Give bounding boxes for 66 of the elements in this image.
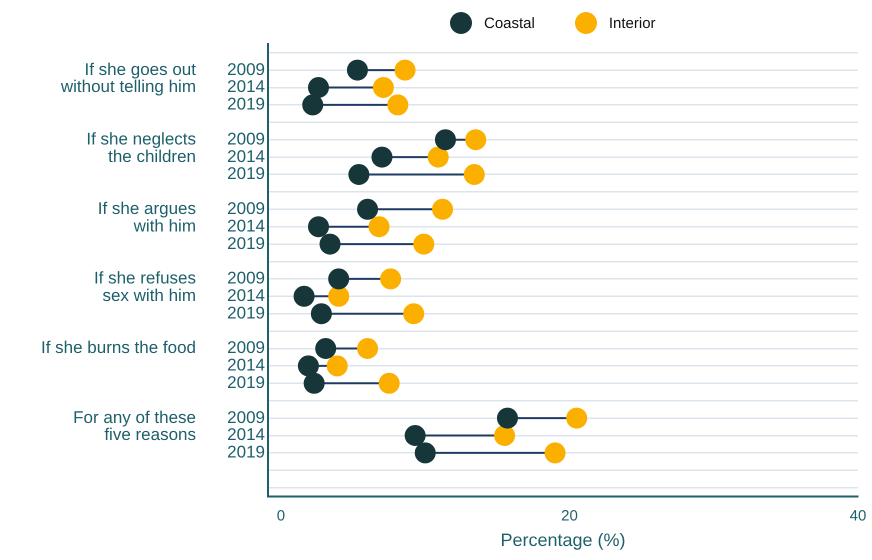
text: If she argues with him	[98, 198, 196, 236]
point	[328, 268, 350, 290]
y-tick-label: 2019	[227, 234, 265, 253]
text: If she refuses sex with him	[94, 268, 196, 305]
point	[294, 286, 315, 307]
point	[403, 303, 424, 324]
y-tick-label: 2009	[227, 268, 265, 288]
text: If she neglects the children	[86, 129, 196, 166]
y-tick-label: 2014	[227, 146, 265, 166]
x-tick-label: 20	[561, 508, 578, 525]
point	[394, 60, 416, 81]
point	[302, 94, 324, 116]
y-tick-label: 2019	[227, 164, 265, 184]
text: If she burns the food	[41, 338, 196, 358]
point	[371, 146, 392, 168]
point	[357, 338, 378, 359]
x-tick-label: 0	[276, 508, 286, 525]
y-tick-label: 2009	[227, 60, 265, 79]
y-tick-label: 2014	[227, 77, 265, 96]
y-tick-label: 2019	[227, 442, 265, 462]
point	[328, 286, 350, 307]
point	[378, 372, 400, 394]
point	[414, 442, 436, 464]
point	[494, 425, 516, 446]
y-tick-label: 2009	[227, 338, 265, 358]
point	[308, 216, 329, 238]
point	[310, 303, 332, 324]
y-tick-label: 2019	[227, 372, 265, 392]
point	[432, 198, 454, 220]
point	[308, 77, 329, 98]
x-tick-label: 40	[850, 508, 866, 525]
point	[368, 216, 390, 238]
point	[304, 372, 325, 394]
point	[404, 425, 426, 446]
point	[346, 60, 368, 81]
point	[320, 234, 341, 255]
y-tick-label: 2014	[227, 425, 265, 444]
point	[464, 164, 485, 185]
point	[348, 164, 370, 185]
y-tick-label: 2014	[227, 356, 265, 375]
y-tick-label: 2019	[227, 303, 265, 322]
point	[357, 198, 378, 220]
y-tick-label: 2014	[227, 216, 265, 236]
legend-label: Interior	[608, 14, 656, 32]
text: If she goes out without telling him	[60, 60, 196, 96]
y-tick-label: 2009	[227, 198, 265, 218]
text: For any of these five reasons	[73, 408, 196, 444]
y-tick-label: 2009	[227, 408, 265, 427]
y-tick-label: 2014	[227, 286, 265, 305]
point	[413, 234, 434, 255]
point	[465, 129, 486, 150]
point	[428, 146, 449, 168]
legend-label: Coastal	[484, 14, 535, 32]
point	[372, 77, 394, 98]
point	[496, 408, 518, 429]
point	[326, 355, 348, 376]
point	[434, 129, 456, 150]
x-axis-title: Percentage (%)	[500, 530, 626, 550]
point	[315, 338, 336, 359]
point	[298, 355, 319, 376]
point	[566, 408, 588, 429]
y-tick-label: 2009	[227, 129, 265, 148]
point	[544, 442, 566, 464]
point	[380, 268, 402, 290]
point	[387, 94, 408, 116]
y-tick-label: 2019	[227, 94, 265, 114]
